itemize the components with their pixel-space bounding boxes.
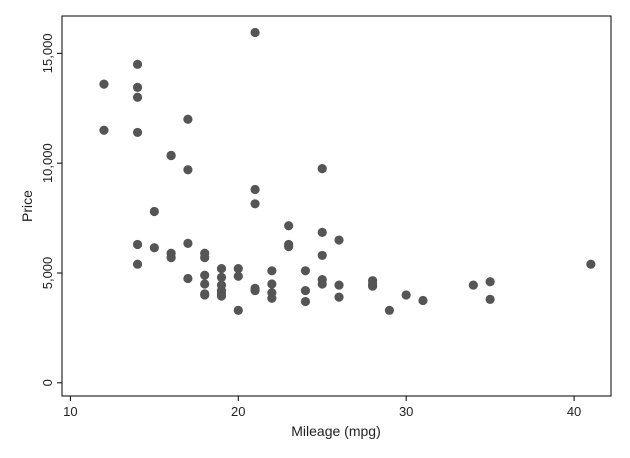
data-point [132, 59, 143, 69]
data-point [317, 164, 327, 174]
data-point [200, 290, 210, 300]
data-point [586, 259, 596, 269]
data-point [300, 266, 311, 276]
data-point [317, 279, 327, 289]
data-point [367, 281, 378, 291]
data-point [132, 92, 143, 102]
y-tick-label: 10,000 [40, 143, 55, 183]
data-point [200, 279, 210, 289]
data-point [300, 285, 311, 296]
data-point [267, 279, 277, 289]
data-points [99, 27, 596, 315]
data-point [267, 293, 277, 303]
data-point [334, 292, 344, 302]
data-point [317, 227, 327, 237]
data-point [183, 238, 193, 248]
data-point [99, 79, 109, 89]
data-point [250, 285, 260, 296]
x-tick-label: 20 [231, 404, 245, 419]
data-point [317, 250, 327, 261]
data-point [166, 150, 176, 161]
data-point [384, 305, 394, 315]
data-point [250, 27, 260, 38]
plot-area-frame [61, 15, 612, 397]
y-tick-label: 15,000 [40, 33, 55, 73]
data-point [99, 125, 109, 135]
x-tick-label: 40 [567, 404, 581, 419]
data-point [132, 239, 143, 250]
data-point [468, 280, 478, 290]
x-tick-label: 10 [63, 404, 77, 419]
data-point [284, 242, 294, 252]
data-point [132, 259, 143, 269]
data-point [183, 273, 193, 284]
data-point [233, 264, 243, 274]
data-point [250, 184, 260, 195]
data-point [149, 206, 159, 217]
data-point [183, 114, 193, 124]
y-tick-label: 5,000 [40, 257, 55, 290]
data-point [485, 294, 495, 304]
y-tick-label: 0 [40, 379, 55, 386]
data-point [216, 272, 227, 282]
data-point [166, 253, 176, 263]
data-point [401, 290, 411, 300]
data-point [300, 296, 311, 307]
x-axis: 10 20 30 40 [63, 396, 581, 419]
data-point [418, 295, 428, 306]
data-point [250, 199, 260, 209]
x-axis-title: Mileage (mpg) [291, 423, 380, 439]
data-point [132, 127, 143, 138]
data-point [200, 270, 210, 280]
data-point [334, 235, 344, 245]
data-point [267, 266, 277, 276]
data-point [485, 277, 495, 287]
data-point [334, 280, 344, 290]
data-point [149, 243, 159, 253]
data-point [233, 271, 243, 281]
data-point [216, 264, 227, 274]
data-point [183, 165, 193, 175]
x-tick-label: 30 [399, 404, 413, 419]
data-point [132, 82, 143, 92]
y-axis-title: Price [19, 190, 35, 222]
y-axis: 0 5,000 10,000 15,000 [40, 33, 62, 386]
data-point [200, 253, 210, 263]
data-point [233, 305, 243, 315]
data-point [216, 291, 227, 301]
data-point [284, 221, 294, 231]
